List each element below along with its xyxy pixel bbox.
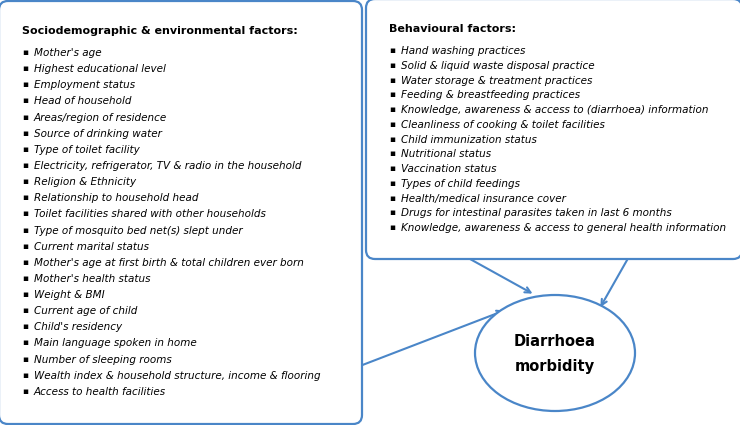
Text: ▪: ▪ — [389, 149, 395, 159]
Text: ▪: ▪ — [389, 223, 395, 232]
Text: Areas/region of residence: Areas/region of residence — [34, 113, 167, 122]
Text: Main language spoken in home: Main language spoken in home — [34, 338, 197, 348]
Text: Wealth index & household structure, income & flooring: Wealth index & household structure, inco… — [34, 371, 320, 381]
FancyBboxPatch shape — [0, 1, 362, 424]
Text: Solid & liquid waste disposal practice: Solid & liquid waste disposal practice — [401, 61, 595, 71]
Text: Mother's age: Mother's age — [34, 48, 101, 58]
Text: Types of child feedings: Types of child feedings — [401, 179, 520, 189]
Text: Current age of child: Current age of child — [34, 306, 138, 316]
Text: ▪: ▪ — [22, 226, 28, 235]
Ellipse shape — [475, 295, 635, 411]
Text: ▪: ▪ — [389, 194, 395, 203]
Text: ▪: ▪ — [22, 371, 28, 380]
Text: Current marital status: Current marital status — [34, 242, 149, 252]
Text: ▪: ▪ — [22, 290, 28, 299]
Text: Type of toilet facility: Type of toilet facility — [34, 145, 140, 155]
Text: ▪: ▪ — [389, 105, 395, 114]
Text: ▪: ▪ — [22, 258, 28, 267]
Text: ▪: ▪ — [389, 90, 395, 99]
Text: ▪: ▪ — [22, 129, 28, 138]
FancyBboxPatch shape — [366, 0, 740, 259]
Text: Behavioural factors:: Behavioural factors: — [389, 24, 516, 34]
Text: ▪: ▪ — [22, 306, 28, 315]
Text: ▪: ▪ — [22, 210, 28, 218]
Text: Water storage & treatment practices: Water storage & treatment practices — [401, 76, 593, 85]
Text: ▪: ▪ — [22, 193, 28, 202]
Text: ▪: ▪ — [22, 322, 28, 332]
Text: ▪: ▪ — [22, 177, 28, 186]
Text: Cleanliness of cooking & toilet facilities: Cleanliness of cooking & toilet faciliti… — [401, 120, 605, 130]
Text: Toilet facilities shared with other households: Toilet facilities shared with other hous… — [34, 210, 266, 219]
Text: ▪: ▪ — [22, 48, 28, 57]
Text: ▪: ▪ — [22, 96, 28, 105]
Text: ▪: ▪ — [389, 61, 395, 70]
Text: ▪: ▪ — [22, 113, 28, 122]
Text: Diarrhoea: Diarrhoea — [514, 334, 596, 348]
Text: Mother's age at first birth & total children ever born: Mother's age at first birth & total chil… — [34, 258, 304, 268]
Text: Child's residency: Child's residency — [34, 322, 122, 332]
Text: Sociodemographic & environmental factors:: Sociodemographic & environmental factors… — [22, 26, 297, 36]
Text: Employment status: Employment status — [34, 80, 135, 90]
Text: Drugs for intestinal parasites taken in last 6 months: Drugs for intestinal parasites taken in … — [401, 208, 672, 218]
Text: ▪: ▪ — [22, 338, 28, 348]
Text: ▪: ▪ — [389, 179, 395, 188]
Text: Religion & Ethnicity: Religion & Ethnicity — [34, 177, 136, 187]
Text: Number of sleeping rooms: Number of sleeping rooms — [34, 354, 172, 365]
Text: ▪: ▪ — [389, 164, 395, 173]
Text: Relationship to household head: Relationship to household head — [34, 193, 198, 203]
Text: Access to health facilities: Access to health facilities — [34, 387, 166, 397]
Text: ▪: ▪ — [22, 387, 28, 396]
Text: ▪: ▪ — [389, 135, 395, 144]
Text: Electricity, refrigerator, TV & radio in the household: Electricity, refrigerator, TV & radio in… — [34, 161, 301, 171]
Text: Type of mosquito bed net(s) slept under: Type of mosquito bed net(s) slept under — [34, 226, 243, 235]
Text: Knowledge, awareness & access to general health information: Knowledge, awareness & access to general… — [401, 223, 726, 233]
Text: Child immunization status: Child immunization status — [401, 135, 537, 144]
Text: Mother's health status: Mother's health status — [34, 274, 150, 284]
Text: Highest educational level: Highest educational level — [34, 64, 166, 74]
Text: ▪: ▪ — [22, 80, 28, 89]
Text: ▪: ▪ — [22, 274, 28, 283]
Text: ▪: ▪ — [22, 64, 28, 73]
Text: ▪: ▪ — [389, 208, 395, 218]
Text: ▪: ▪ — [389, 76, 395, 85]
Text: Nutritional status: Nutritional status — [401, 149, 491, 159]
Text: Feeding & breastfeeding practices: Feeding & breastfeeding practices — [401, 90, 580, 100]
Text: Vaccination status: Vaccination status — [401, 164, 497, 174]
Text: ▪: ▪ — [22, 161, 28, 170]
Text: Knowledge, awareness & access to (diarrhoea) information: Knowledge, awareness & access to (diarrh… — [401, 105, 708, 115]
Text: Head of household: Head of household — [34, 96, 132, 106]
Text: ▪: ▪ — [389, 120, 395, 129]
Text: ▪: ▪ — [22, 145, 28, 154]
Text: ▪: ▪ — [389, 46, 395, 55]
Text: ▪: ▪ — [22, 242, 28, 251]
Text: morbidity: morbidity — [515, 360, 595, 374]
Text: ▪: ▪ — [22, 354, 28, 364]
Text: Weight & BMI: Weight & BMI — [34, 290, 104, 300]
Text: Health/medical insurance cover: Health/medical insurance cover — [401, 194, 566, 204]
Text: Hand washing practices: Hand washing practices — [401, 46, 525, 56]
Text: Source of drinking water: Source of drinking water — [34, 129, 162, 139]
